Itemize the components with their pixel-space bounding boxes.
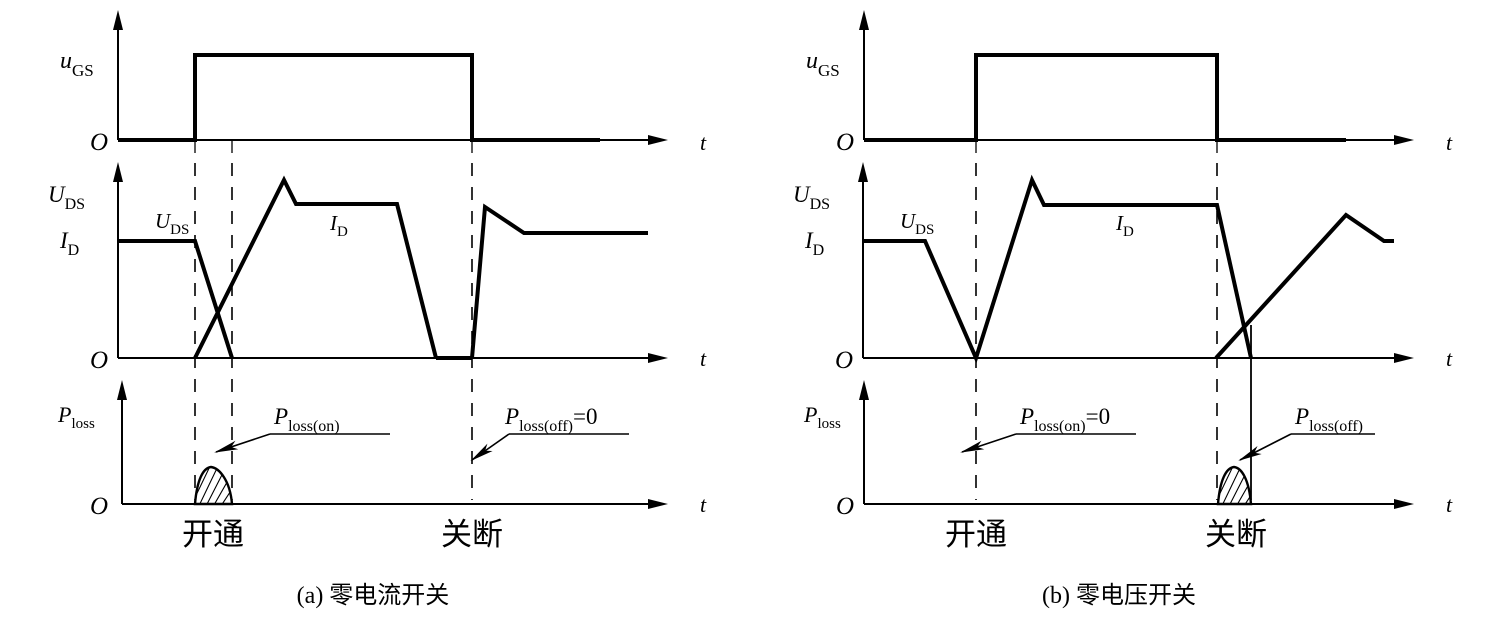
svg-text:开通: 开通 <box>945 517 1007 552</box>
svg-text:O: O <box>90 129 108 156</box>
svg-text:O: O <box>836 129 854 156</box>
svg-text:O: O <box>836 493 854 520</box>
svg-text:t: t <box>700 492 707 517</box>
svg-text:关断: 关断 <box>441 517 503 552</box>
svg-text:开通: 开通 <box>182 517 244 552</box>
svg-text:O: O <box>90 493 108 520</box>
svg-text:t: t <box>700 130 707 155</box>
svg-text:O: O <box>90 347 108 374</box>
svg-text:(b) 零电压开关: (b) 零电压开关 <box>1042 582 1196 609</box>
svg-text:(a) 零电流开关: (a) 零电流开关 <box>297 582 450 609</box>
svg-text:关断: 关断 <box>1205 517 1267 552</box>
svg-text:t: t <box>1446 346 1453 371</box>
svg-text:t: t <box>1446 130 1453 155</box>
svg-text:t: t <box>700 346 707 371</box>
svg-text:O: O <box>835 347 853 374</box>
svg-text:t: t <box>1446 492 1453 517</box>
